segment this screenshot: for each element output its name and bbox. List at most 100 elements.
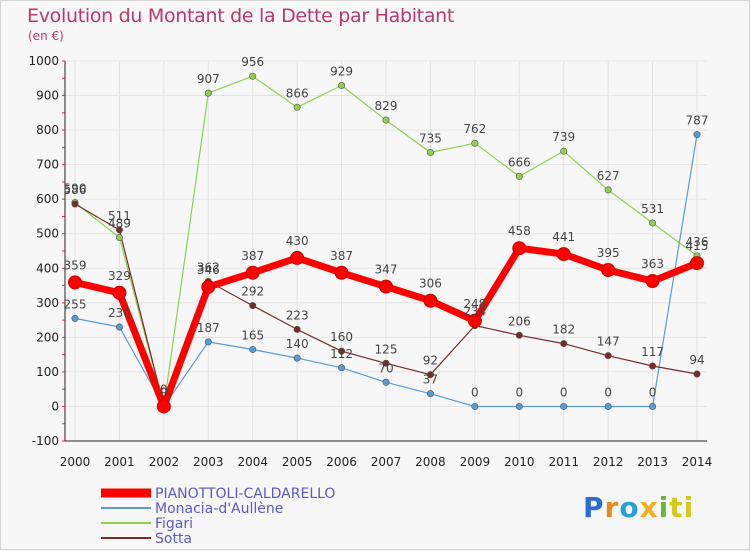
data-label: 739 — [552, 130, 575, 144]
data-point — [556, 247, 571, 262]
data-point — [249, 345, 257, 353]
data-label: 125 — [375, 342, 398, 356]
data-label: 230 — [108, 306, 131, 320]
data-label: 787 — [686, 114, 709, 128]
data-point — [338, 364, 346, 372]
data-label: 415 — [686, 239, 709, 253]
data-point — [604, 186, 612, 194]
data-label: 70 — [378, 361, 393, 375]
logo-letter: x — [639, 491, 659, 524]
data-label: 387 — [330, 249, 353, 263]
x-tick-label: 2000 — [60, 455, 91, 469]
legend-label: Figari — [155, 516, 193, 532]
data-label: 430 — [286, 234, 309, 248]
data-label: 347 — [375, 263, 398, 277]
data-label: 0 — [515, 385, 523, 399]
chart-title: Evolution du Montant de la Dette par Hab… — [27, 5, 455, 27]
data-point — [68, 275, 82, 290]
data-point — [426, 390, 434, 398]
data-point — [115, 226, 123, 234]
data-label: 234 — [463, 305, 486, 319]
data-label: 187 — [197, 321, 220, 335]
data-point — [338, 347, 346, 355]
x-tick-label: 2010 — [504, 455, 535, 469]
data-label: 436 — [686, 235, 709, 249]
x-tick-label: 2003 — [193, 455, 224, 469]
legend-label: Sotta — [155, 531, 192, 547]
x-tick-label: 2011 — [548, 455, 579, 469]
legend-label: PIANOTTOLI-CALDARELLO — [155, 486, 335, 502]
logo-letter: i — [658, 491, 670, 524]
data-point — [71, 200, 79, 208]
data-label: 0 — [560, 385, 568, 399]
data-point — [382, 116, 390, 124]
data-label: 735 — [419, 132, 442, 146]
data-point — [649, 362, 657, 370]
y-tick-label: 100 — [36, 365, 59, 379]
data-point — [382, 378, 390, 386]
logo-letter: t — [669, 491, 684, 524]
y-tick-label: 300 — [36, 296, 59, 310]
data-point — [204, 89, 212, 97]
data-label: 223 — [286, 308, 309, 322]
data-label: 586 — [64, 183, 87, 197]
data-label: 165 — [241, 328, 264, 342]
data-label: 458 — [508, 224, 531, 238]
data-point — [204, 338, 212, 346]
data-point — [423, 293, 438, 308]
x-tick-label: 2014 — [682, 455, 713, 469]
data-label: 359 — [64, 258, 87, 272]
x-tick-label: 2001 — [104, 455, 135, 469]
data-point — [515, 331, 523, 339]
data-label: 92 — [423, 354, 438, 368]
data-point — [293, 325, 301, 333]
axes: -100010020030040050060070080090010002000… — [28, 54, 712, 469]
data-point — [245, 265, 260, 280]
data-point — [693, 370, 701, 378]
logo-letter: i — [683, 491, 695, 524]
data-label: 362 — [197, 260, 220, 274]
data-label: 117 — [641, 345, 664, 359]
y-tick-label: 0 — [51, 399, 59, 413]
data-point — [379, 279, 393, 294]
data-point — [471, 139, 479, 147]
x-tick-label: 2007 — [371, 455, 402, 469]
data-label: 590 — [64, 182, 87, 196]
data-point — [71, 314, 79, 322]
y-tick-label: 600 — [36, 192, 59, 206]
y-tick-label: 500 — [36, 227, 59, 241]
logo-letter: P — [583, 491, 605, 524]
data-label: 0 — [160, 385, 168, 399]
x-tick-label: 2008 — [415, 455, 446, 469]
data-point — [560, 402, 568, 410]
data-label: 666 — [508, 155, 531, 169]
data-point — [293, 354, 301, 362]
y-tick-label: 800 — [36, 123, 59, 137]
data-point — [249, 302, 257, 310]
x-tick-label: 2012 — [593, 455, 624, 469]
data-point — [334, 265, 349, 280]
data-label: 329 — [108, 269, 131, 283]
chart-subtitle: (en €) — [28, 29, 64, 43]
y-tick-label: 900 — [36, 89, 59, 103]
data-point — [426, 149, 434, 157]
data-label: 346 — [197, 263, 220, 277]
proxiti-logo: Proxiti — [583, 491, 694, 524]
data-point — [249, 72, 257, 80]
data-point — [112, 285, 127, 300]
data-point — [338, 82, 346, 90]
data-label: 363 — [641, 257, 664, 271]
legend-label: Monacia-d'Aullène — [155, 501, 283, 517]
data-label: 147 — [597, 335, 620, 349]
data-point — [515, 172, 523, 180]
data-point — [515, 402, 523, 410]
data-label: 866 — [286, 86, 309, 100]
y-tick-label: 1000 — [28, 54, 59, 68]
logo-letter: o — [619, 491, 640, 524]
data-label: 255 — [64, 297, 87, 311]
data-label: 0 — [604, 385, 612, 399]
data-point — [512, 241, 527, 256]
data-point — [115, 234, 123, 242]
data-point — [156, 399, 171, 414]
